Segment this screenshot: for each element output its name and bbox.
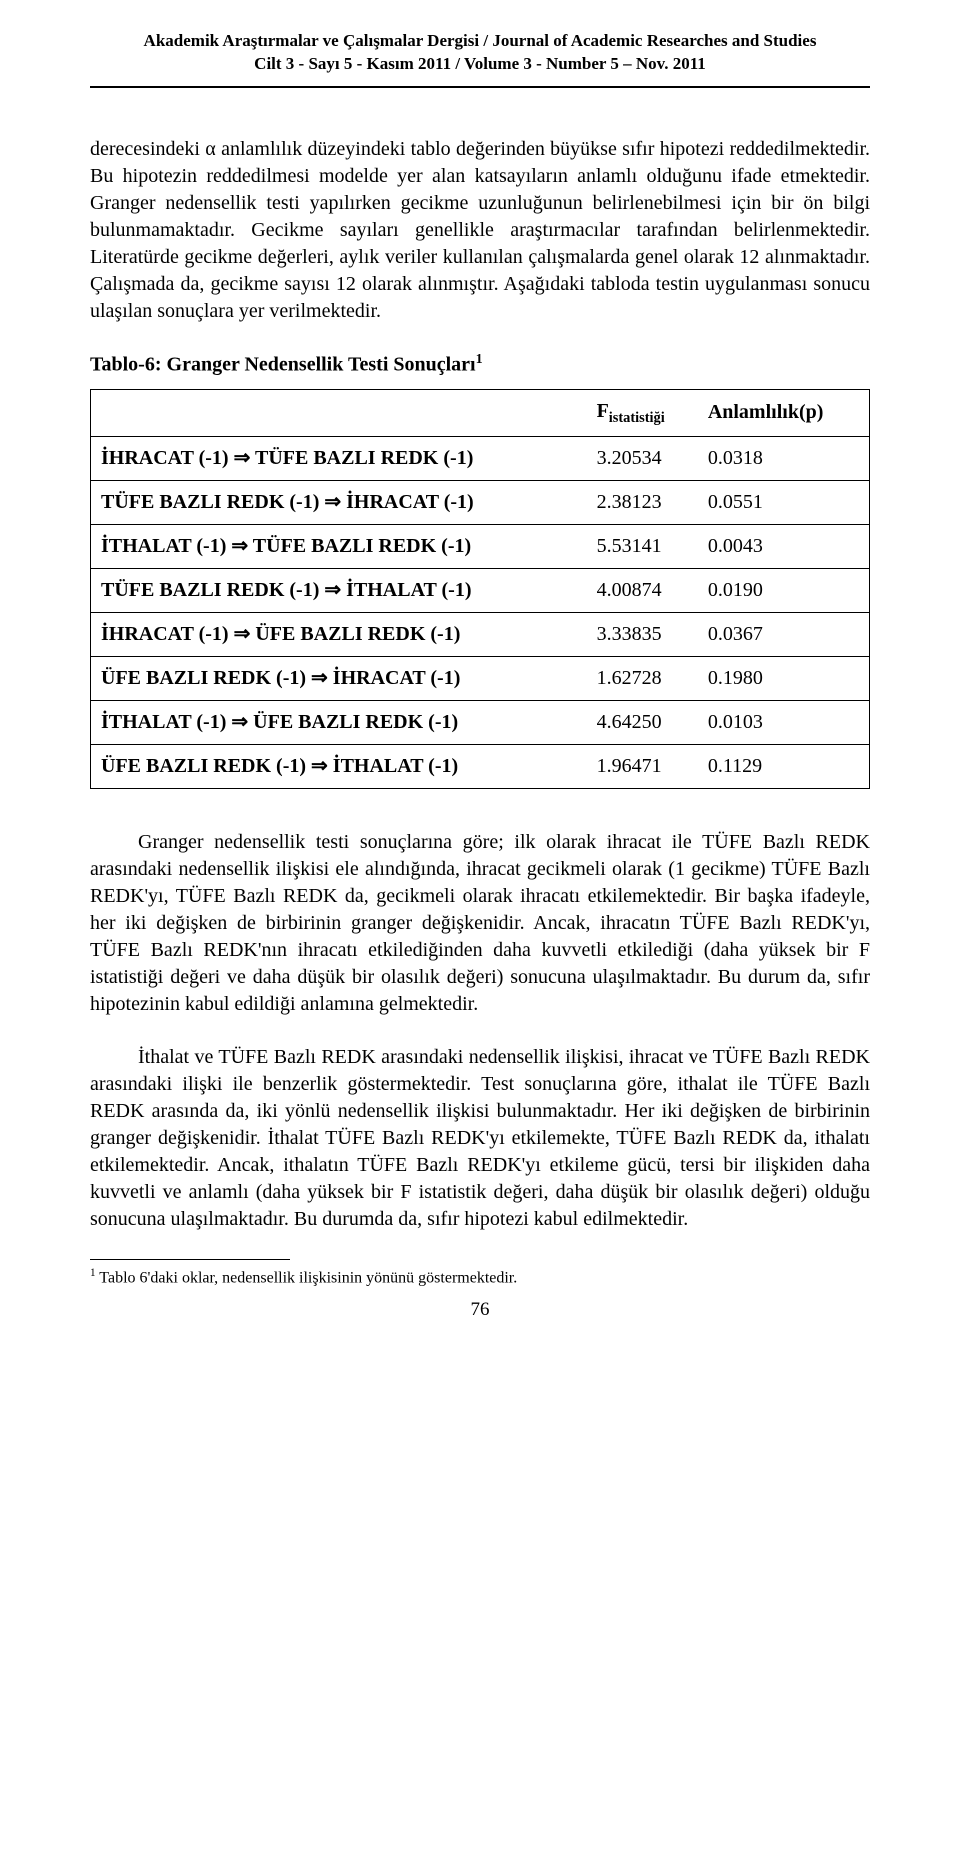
page-header: Akademik Araştırmalar ve Çalışmalar Derg… [90, 30, 870, 82]
table-row: ÜFE BAZLI REDK (-1) ⇒ İTHALAT (-1)1.9647… [91, 744, 870, 788]
hypothesis-cell: TÜFE BAZLI REDK (-1) ⇒ İHRACAT (-1) [91, 480, 587, 524]
table-row: İHRACAT (-1) ⇒ TÜFE BAZLI REDK (-1)3.205… [91, 436, 870, 480]
f-stat-cell: 4.00874 [587, 568, 698, 612]
hypothesis-cell: İHRACAT (-1) ⇒ ÜFE BAZLI REDK (-1) [91, 612, 587, 656]
table-header-row: Fistatistiği Anlamlılık(p) [91, 389, 870, 436]
footnote: 1 Tablo 6'daki oklar, nedensellik ilişki… [90, 1266, 870, 1289]
hypothesis-cell: ÜFE BAZLI REDK (-1) ⇒ İHRACAT (-1) [91, 656, 587, 700]
col-f-stat: Fistatistiği [587, 389, 698, 436]
hypothesis-cell: İHRACAT (-1) ⇒ TÜFE BAZLI REDK (-1) [91, 436, 587, 480]
col-p-value: Anlamlılık(p) [698, 389, 870, 436]
table-title-rest: Granger Nedensellik Testi Sonuçları [162, 354, 476, 376]
p-value-cell: 0.1980 [698, 656, 870, 700]
table-title: Tablo-6: Granger Nedensellik Testi Sonuç… [90, 351, 870, 379]
f-label: F [597, 400, 609, 422]
table-row: İTHALAT (-1) ⇒ TÜFE BAZLI REDK (-1)5.531… [91, 524, 870, 568]
table-row: TÜFE BAZLI REDK (-1) ⇒ İHRACAT (-1)2.381… [91, 480, 870, 524]
p-value-cell: 0.0318 [698, 436, 870, 480]
hypothesis-cell: TÜFE BAZLI REDK (-1) ⇒ İTHALAT (-1) [91, 568, 587, 612]
f-stat-cell: 4.64250 [587, 700, 698, 744]
page-number: 76 [90, 1297, 870, 1323]
f-stat-cell: 1.62728 [587, 656, 698, 700]
hypothesis-cell: İTHALAT (-1) ⇒ TÜFE BAZLI REDK (-1) [91, 524, 587, 568]
hypothesis-cell: İTHALAT (-1) ⇒ ÜFE BAZLI REDK (-1) [91, 700, 587, 744]
f-sub-label: istatistiği [609, 410, 665, 426]
footnote-text: Tablo 6'daki oklar, nedensellik ilişkisi… [96, 1269, 518, 1286]
journal-title-line1: Akademik Araştırmalar ve Çalışmalar Derg… [90, 30, 870, 53]
p-value-cell: 0.1129 [698, 744, 870, 788]
f-stat-cell: 5.53141 [587, 524, 698, 568]
col-hypothesis [91, 389, 587, 436]
footnote-separator [90, 1259, 290, 1260]
paragraph-3: İthalat ve TÜFE Bazlı REDK arasındaki ne… [90, 1044, 870, 1233]
f-stat-cell: 3.33835 [587, 612, 698, 656]
paragraph-2: Granger nedensellik testi sonuçlarına gö… [90, 829, 870, 1018]
granger-results-table: Fistatistiği Anlamlılık(p) İHRACAT (-1) … [90, 389, 870, 789]
f-stat-cell: 3.20534 [587, 436, 698, 480]
journal-title-line2: Cilt 3 - Sayı 5 - Kasım 2011 / Volume 3 … [90, 53, 870, 76]
p-value-cell: 0.0190 [698, 568, 870, 612]
f-stat-cell: 1.96471 [587, 744, 698, 788]
p-value-cell: 0.0551 [698, 480, 870, 524]
hypothesis-cell: ÜFE BAZLI REDK (-1) ⇒ İTHALAT (-1) [91, 744, 587, 788]
table-row: İHRACAT (-1) ⇒ ÜFE BAZLI REDK (-1)3.3383… [91, 612, 870, 656]
paragraph-1: derecesindeki α anlamlılık düzeyindeki t… [90, 136, 870, 325]
table-row: İTHALAT (-1) ⇒ ÜFE BAZLI REDK (-1)4.6425… [91, 700, 870, 744]
p-value-cell: 0.0043 [698, 524, 870, 568]
table-row: ÜFE BAZLI REDK (-1) ⇒ İHRACAT (-1)1.6272… [91, 656, 870, 700]
table-title-prefix: Tablo-6: [90, 354, 162, 376]
table-row: TÜFE BAZLI REDK (-1) ⇒ İTHALAT (-1)4.008… [91, 568, 870, 612]
f-stat-cell: 2.38123 [587, 480, 698, 524]
p-value-cell: 0.0367 [698, 612, 870, 656]
p-value-cell: 0.0103 [698, 700, 870, 744]
table-title-footnote-marker: 1 [476, 352, 483, 367]
header-divider [90, 86, 870, 88]
